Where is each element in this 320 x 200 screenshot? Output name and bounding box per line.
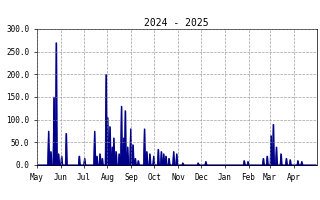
- Title: 2024 - 2025: 2024 - 2025: [145, 18, 209, 28]
- Text: Rain Rate (mm/hr): Rain Rate (mm/hr): [100, 5, 220, 18]
